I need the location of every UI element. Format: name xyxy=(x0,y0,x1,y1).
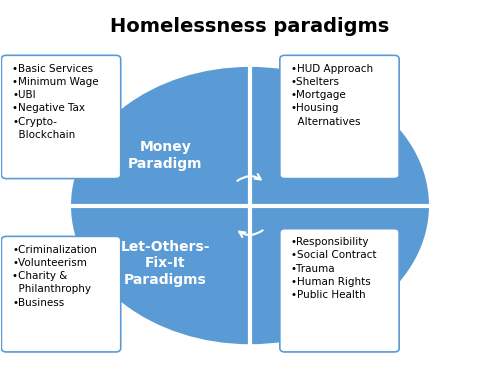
FancyBboxPatch shape xyxy=(280,229,399,352)
FancyBboxPatch shape xyxy=(2,55,120,178)
Wedge shape xyxy=(71,67,250,206)
Text: Money
Paradigm: Money Paradigm xyxy=(128,140,202,171)
FancyBboxPatch shape xyxy=(280,55,399,178)
Text: •Basic Services
•Minimum Wage
•UBI
•Negative Tax
•Crypto-
  Blockchain: •Basic Services •Minimum Wage •UBI •Nega… xyxy=(12,64,99,140)
Text: •Responsibility
•Social Contract
•Trauma
•Human Rights
•Public Health: •Responsibility •Social Contract •Trauma… xyxy=(291,237,376,300)
Text: •HUD Approach
•Shelters
•Mortgage
•Housing
  Alternatives: •HUD Approach •Shelters •Mortgage •Housi… xyxy=(291,64,373,126)
Text: •Criminalization
•Volunteerism
•Charity &
  Philanthrophy
•Business: •Criminalization •Volunteerism •Charity … xyxy=(12,245,97,308)
FancyBboxPatch shape xyxy=(2,236,120,352)
Text: Homelessness paradigms: Homelessness paradigms xyxy=(110,17,390,36)
Wedge shape xyxy=(250,67,429,206)
Text: Housing
Paradigm: Housing Paradigm xyxy=(298,140,372,171)
Wedge shape xyxy=(250,206,429,344)
Wedge shape xyxy=(71,206,250,344)
Text: Let-Others-
Fix-It
Paradigms: Let-Others- Fix-It Paradigms xyxy=(120,240,210,287)
Text: Human
Dignity
Paradigm: Human Dignity Paradigm xyxy=(298,240,372,287)
